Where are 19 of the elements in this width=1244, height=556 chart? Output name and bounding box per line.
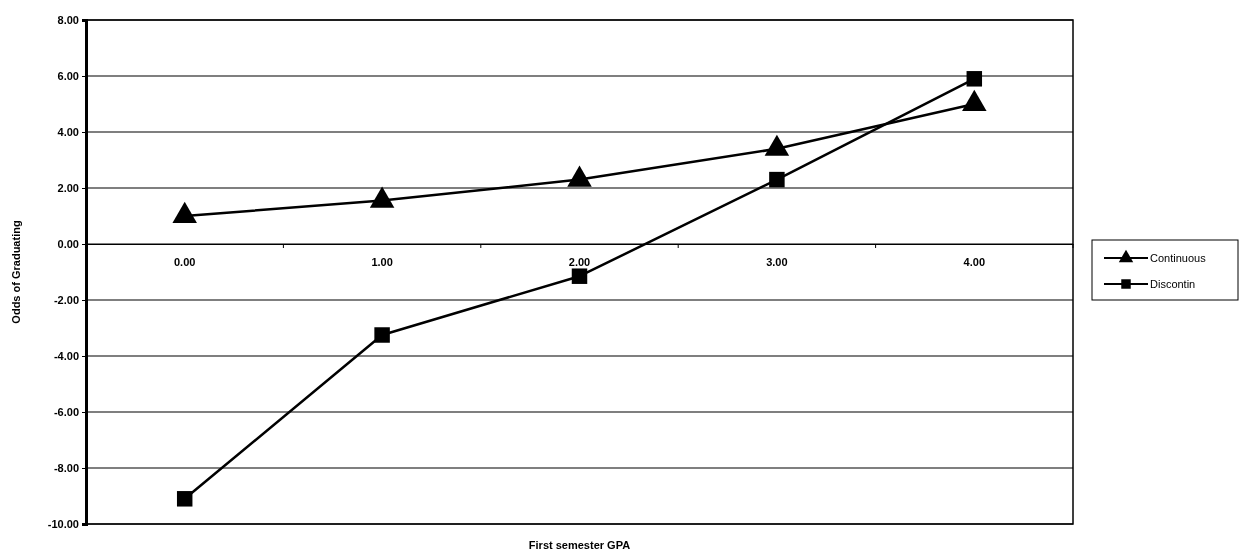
legend-label: Continuous [1150,252,1207,264]
y-tick-label: 8.00 [57,14,79,27]
x-tick-label: 3.00 [766,255,788,268]
x-tick-label: 4.00 [963,255,986,268]
y-tick-label: -6.00 [53,406,79,419]
x-tick-label: 1.00 [371,255,393,268]
y-tick-label: -10.00 [47,518,79,531]
y-tick-label: -4.00 [53,350,79,363]
y-tick-label: -2.00 [53,294,79,307]
x-tick-label: 2.00 [568,255,591,268]
x-axis-title: First semester GPA [528,539,631,551]
y-tick-label: 4.00 [57,126,79,139]
y-tick-label: 6.00 [57,70,79,83]
legend-label: Discontin [1150,278,1196,290]
y-tick-label: 0.00 [57,238,79,251]
y-tick-label: -8.00 [53,462,79,475]
y-tick-label: 2.00 [57,182,79,195]
y-axis-title: Odds of Graduating [10,220,22,324]
x-tick-label: 0.00 [173,255,196,268]
